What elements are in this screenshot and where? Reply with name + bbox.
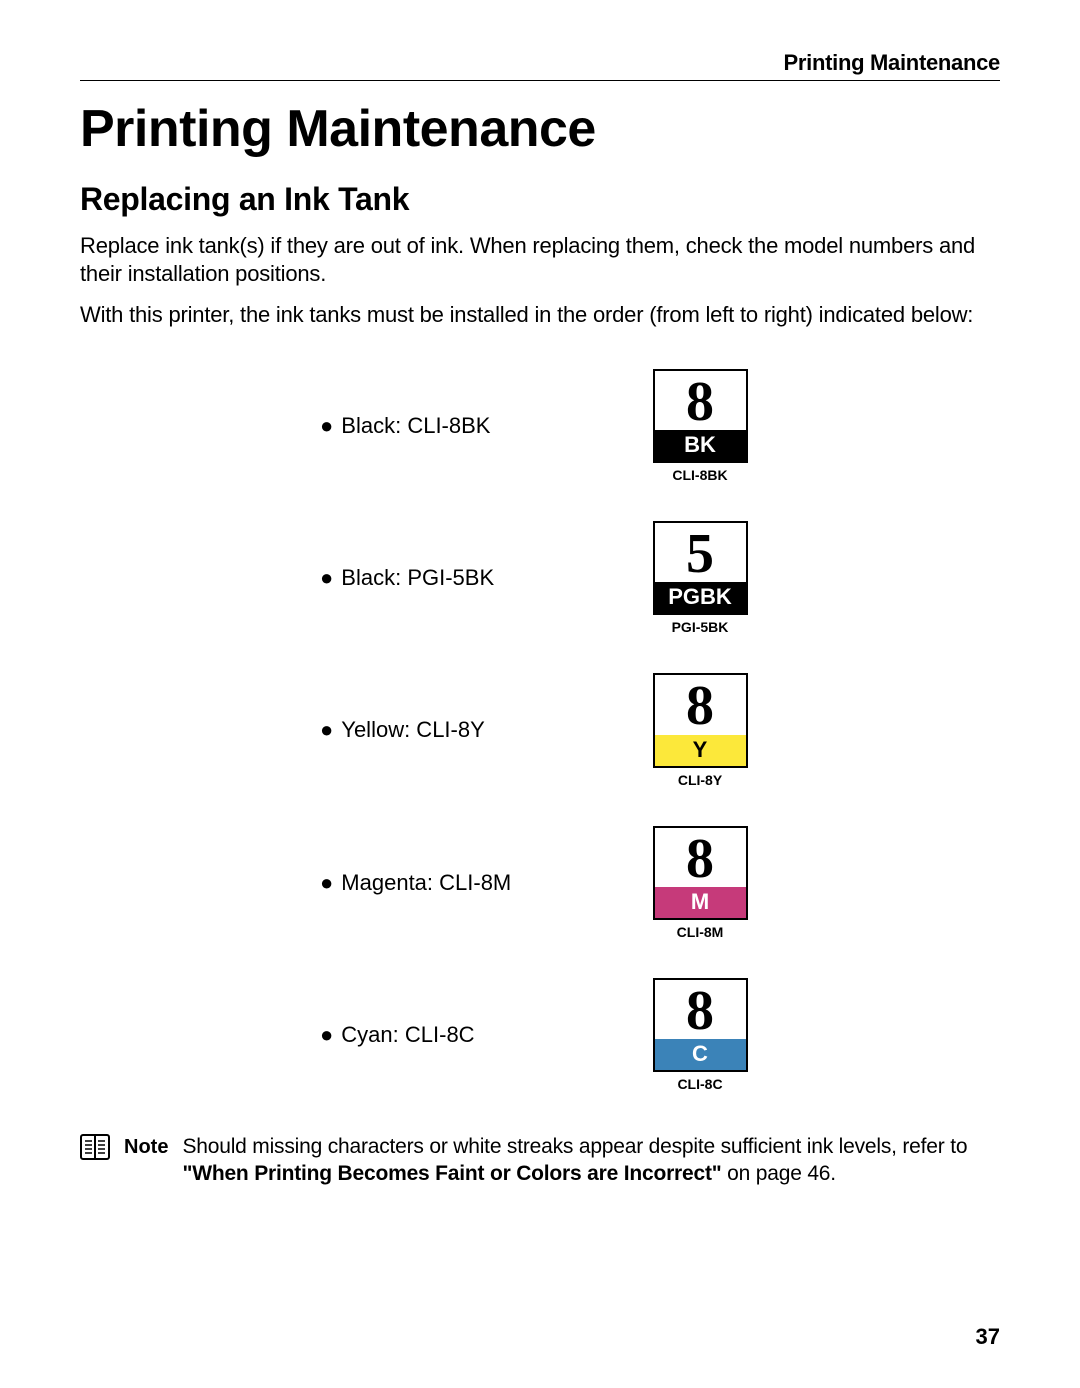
ink-label-text: Yellow: CLI-8Y [341, 717, 484, 743]
tank-number: 8 [686, 986, 714, 1036]
ink-tank-graphic: 8 M CLI-8M [640, 826, 760, 940]
ink-row-cli8m: ● Magenta: CLI-8M 8 M CLI-8M [320, 826, 760, 940]
tank-number: 8 [686, 681, 714, 731]
note-text-tail: on page 46. [722, 1162, 836, 1185]
tank-number: 5 [686, 529, 714, 579]
tank-band: Y [655, 735, 746, 766]
tank-box: 8 BK [653, 369, 748, 463]
body-paragraph-1: Replace ink tank(s) if they are out of i… [80, 232, 1000, 287]
tank-band: C [655, 1039, 746, 1070]
bullet-icon: ● [320, 719, 333, 741]
ink-label-text: Magenta: CLI-8M [341, 870, 511, 896]
tank-band: PGBK [655, 582, 746, 613]
bullet-icon: ● [320, 567, 333, 589]
tank-box: 8 C [653, 978, 748, 1072]
ink-label: ● Magenta: CLI-8M [320, 870, 570, 896]
tank-caption: CLI-8C [677, 1076, 722, 1092]
running-header: Printing Maintenance [80, 50, 1000, 81]
ink-label-text: Cyan: CLI-8C [341, 1022, 474, 1048]
page-title: Printing Maintenance [80, 99, 1000, 159]
tank-band: BK [655, 430, 746, 461]
ink-tank-graphic: 8 C CLI-8C [640, 978, 760, 1092]
tank-caption: CLI-8M [677, 924, 724, 940]
tank-box: 8 M [653, 826, 748, 920]
ink-tank-graphic: 8 Y CLI-8Y [640, 673, 760, 787]
tank-band: M [655, 887, 746, 918]
section-subtitle: Replacing an Ink Tank [80, 181, 1000, 218]
note-block: Note Should missing characters or white … [80, 1134, 1000, 1187]
ink-tank-graphic: 5 PGBK PGI-5BK [640, 521, 760, 635]
tank-box: 8 Y [653, 673, 748, 767]
ink-label: ● Yellow: CLI-8Y [320, 717, 570, 743]
ink-tank-graphic: 8 BK CLI-8BK [640, 369, 760, 483]
ink-tank-list: ● Black: CLI-8BK 8 BK CLI-8BK ● Black: P… [80, 369, 1000, 1093]
ink-label-text: Black: CLI-8BK [341, 413, 490, 439]
tank-box: 5 PGBK [653, 521, 748, 615]
note-text-lead: Should missing characters or white strea… [182, 1135, 967, 1158]
bullet-icon: ● [320, 872, 333, 894]
ink-row-cli8c: ● Cyan: CLI-8C 8 C CLI-8C [320, 978, 760, 1092]
note-label: Note [124, 1136, 168, 1159]
body-paragraph-2: With this printer, the ink tanks must be… [80, 301, 1000, 329]
ink-row-cli8y: ● Yellow: CLI-8Y 8 Y CLI-8Y [320, 673, 760, 787]
ink-label: ● Black: PGI-5BK [320, 565, 570, 591]
ink-label: ● Cyan: CLI-8C [320, 1022, 570, 1048]
note-quote: "When Printing Becomes Faint or Colors a… [182, 1162, 721, 1185]
tank-caption: PGI-5BK [672, 619, 729, 635]
note-text: Should missing characters or white strea… [182, 1134, 1000, 1187]
ink-row-pgi5bk: ● Black: PGI-5BK 5 PGBK PGI-5BK [320, 521, 760, 635]
tank-number: 8 [686, 834, 714, 884]
ink-row-cli8bk: ● Black: CLI-8BK 8 BK CLI-8BK [320, 369, 760, 483]
bullet-icon: ● [320, 415, 333, 437]
bullet-icon: ● [320, 1024, 333, 1046]
tank-caption: CLI-8BK [672, 467, 727, 483]
tank-number: 8 [686, 377, 714, 427]
ink-label: ● Black: CLI-8BK [320, 413, 570, 439]
page-number: 37 [976, 1324, 1000, 1350]
note-icon [80, 1134, 110, 1165]
ink-label-text: Black: PGI-5BK [341, 565, 494, 591]
tank-caption: CLI-8Y [678, 772, 722, 788]
